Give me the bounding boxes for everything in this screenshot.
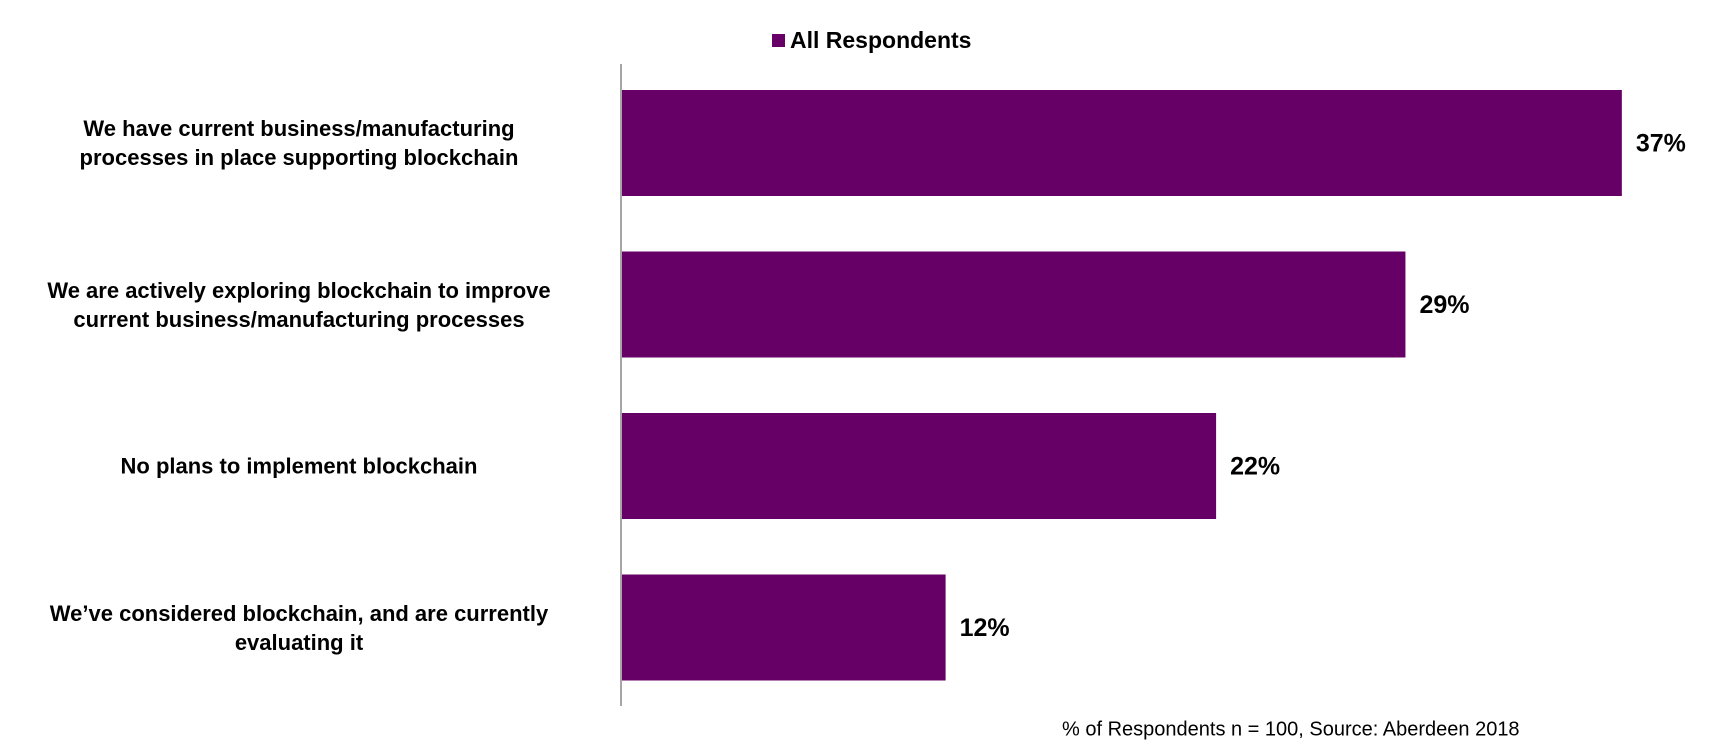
bar xyxy=(621,574,946,681)
category-label: We have current business/manufacturing p… xyxy=(79,116,519,170)
footnote: % of Respondents n = 100, Source: Aberde… xyxy=(1062,718,1520,740)
value-label: 37% xyxy=(1636,130,1686,158)
value-label: 12% xyxy=(960,614,1010,642)
value-label: 29% xyxy=(1419,291,1469,319)
category-label: We’ve considered blockchain, and are cur… xyxy=(49,600,549,655)
value-label: 22% xyxy=(1230,453,1280,481)
legend-label: All Respondents xyxy=(790,27,971,53)
category-label: We are actively exploring blockchain to … xyxy=(47,277,551,332)
bar xyxy=(621,413,1217,519)
legend-swatch xyxy=(772,34,785,47)
category-label: No plans to implement blockchain xyxy=(120,453,478,479)
bar xyxy=(621,251,1406,358)
bar xyxy=(621,90,1622,196)
